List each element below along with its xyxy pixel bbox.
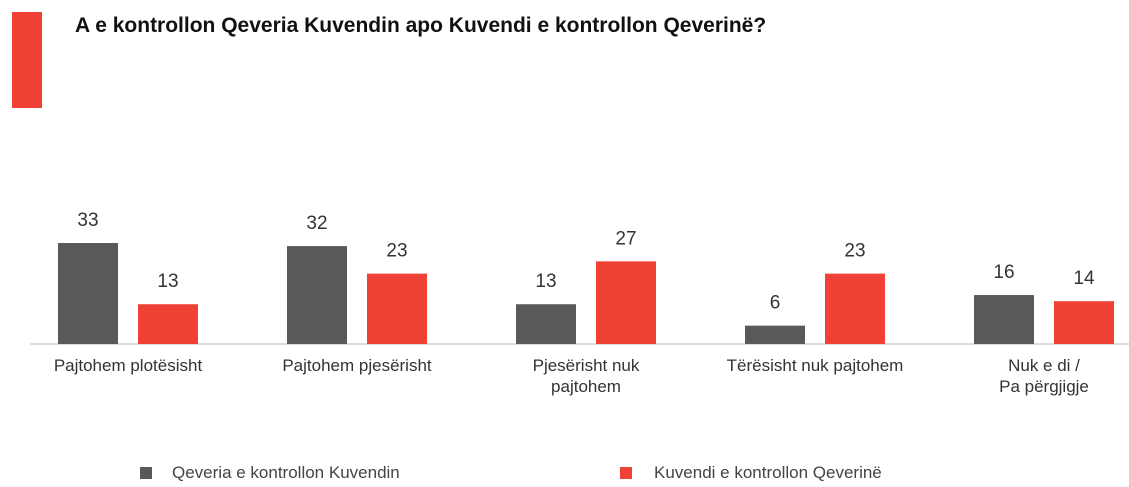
legend-label: Qeveria e kontrollon Kuvendin: [172, 463, 400, 482]
data-label: 23: [844, 241, 865, 262]
x-tick-label: Nuk e di / Pa përgjigje: [999, 356, 1089, 396]
data-label: 14: [1073, 268, 1095, 289]
x-tick-label: Pajtohem plotësisht: [53, 356, 203, 375]
data-label: 23: [386, 241, 407, 262]
x-tick-label: Pajtohem pjesërisht: [282, 356, 432, 375]
bar: [1054, 301, 1114, 344]
data-label: 27: [615, 228, 636, 249]
x-tick-label: Pjesërisht nuk pajtohem: [532, 356, 640, 396]
bar: [825, 273, 885, 344]
data-label: 13: [535, 271, 556, 292]
bar: [745, 325, 805, 344]
data-label: 33: [77, 210, 98, 231]
data-label: 6: [770, 293, 781, 314]
bar: [596, 261, 656, 344]
x-tick-label: Tërësisht nuk pajtohem: [726, 356, 904, 375]
bar: [367, 273, 427, 344]
bar: [287, 246, 347, 344]
legend-swatch: [620, 467, 632, 479]
data-label: 13: [157, 271, 178, 292]
legend-swatch: [140, 467, 152, 479]
bar: [138, 304, 198, 344]
data-label: 32: [306, 213, 327, 234]
accent-bar: [12, 12, 42, 108]
bar: [58, 243, 118, 344]
legend-label: Kuvendi e kontrollon Qeverinë: [654, 463, 882, 482]
bar: [516, 304, 576, 344]
chart-title: A e kontrollon Qeveria Kuvendin apo Kuve…: [75, 14, 767, 37]
data-label: 16: [993, 262, 1014, 283]
bar: [974, 295, 1034, 344]
